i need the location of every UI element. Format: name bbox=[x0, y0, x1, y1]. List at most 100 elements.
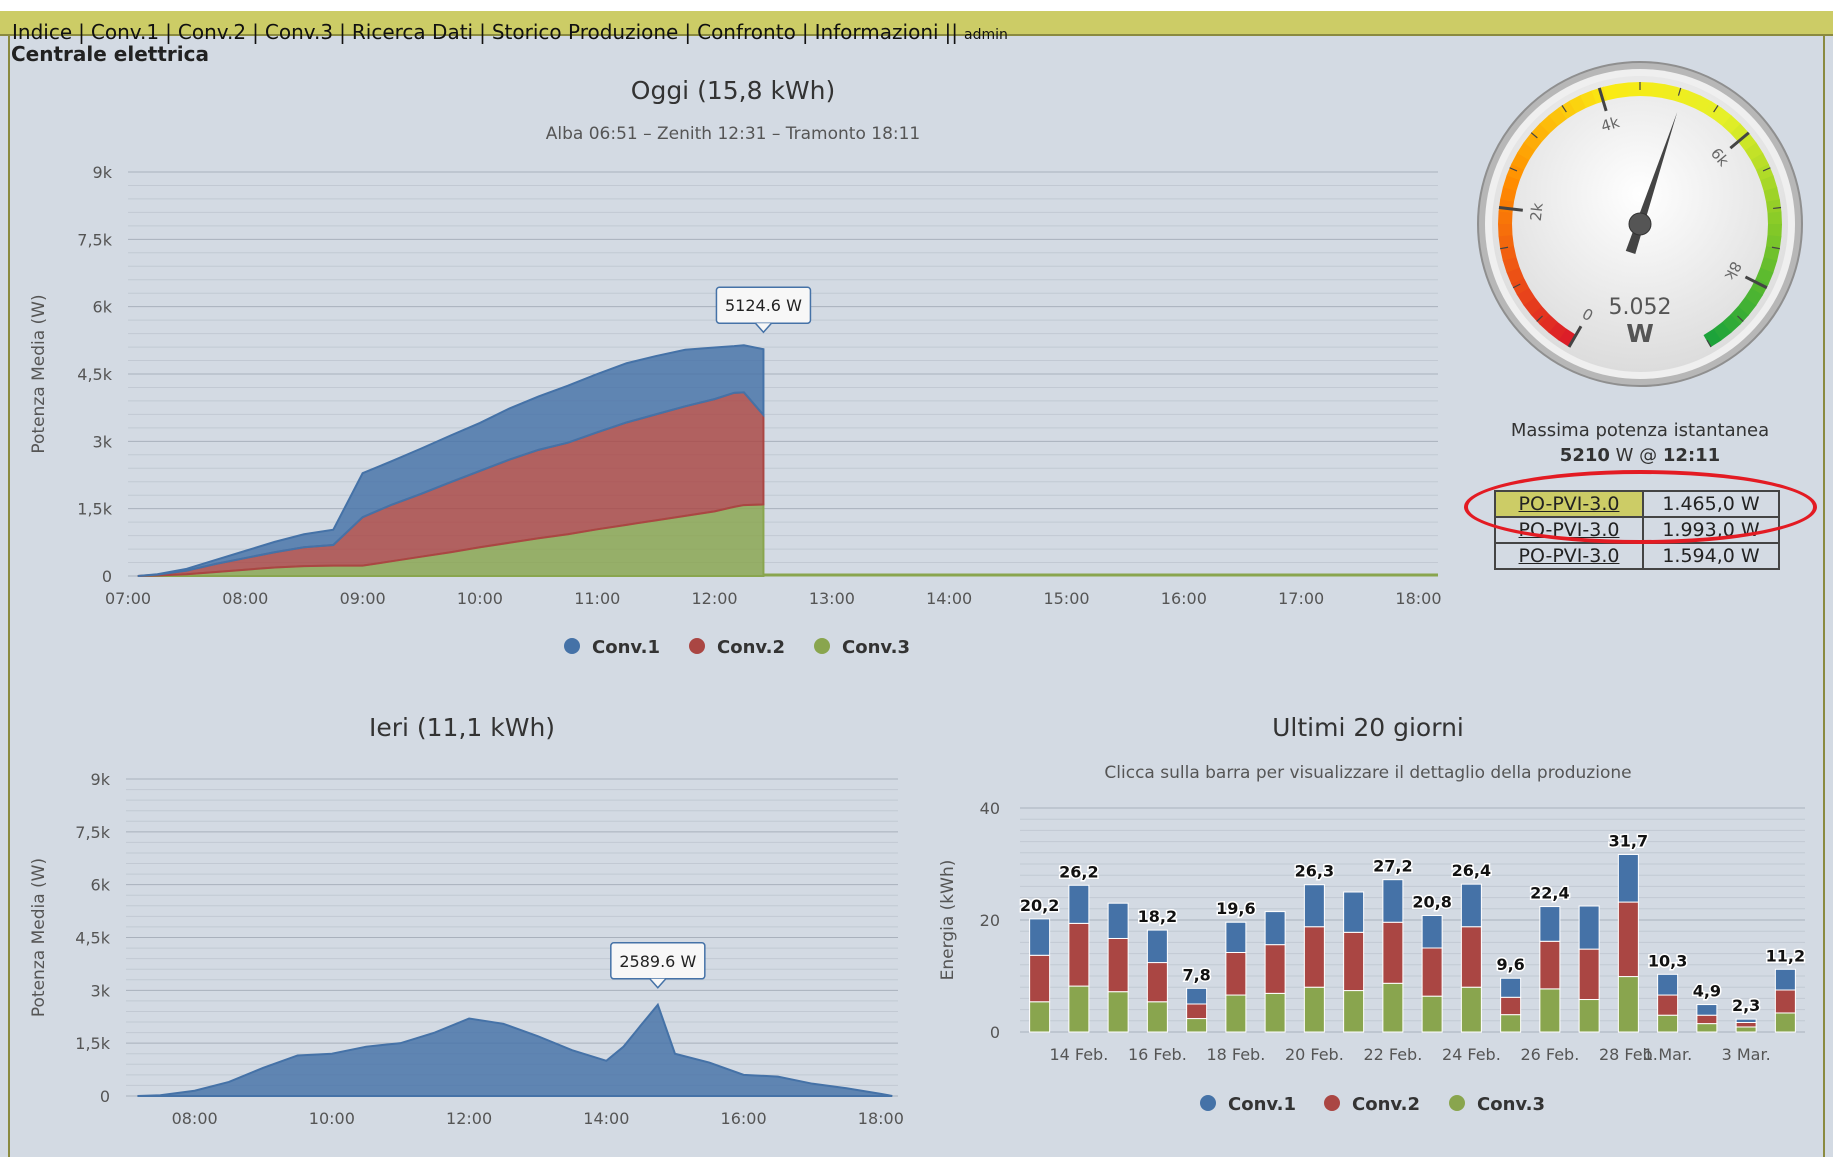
x-tick-label: 18 Feb. bbox=[1206, 1045, 1265, 1064]
bar-conv2 bbox=[1146, 962, 1168, 1003]
tooltip-pointer bbox=[649, 978, 667, 989]
gauge-band-segment bbox=[1662, 84, 1678, 101]
nav-link-informazioni[interactable]: Informazioni bbox=[814, 20, 939, 44]
y-axis-label: Potenza Media (W) bbox=[29, 858, 49, 1017]
y-tick-label: 1,5k bbox=[75, 1034, 110, 1053]
y-tick-label: 3k bbox=[93, 432, 113, 451]
bar-conv3 bbox=[1617, 976, 1639, 1033]
chart-title: Ultimi 20 giorni bbox=[1272, 713, 1464, 742]
nav-link-confronto[interactable]: Confronto bbox=[697, 20, 796, 44]
gauge-band-segment bbox=[1694, 95, 1712, 114]
bar-conv3 bbox=[1696, 1023, 1718, 1033]
gauge-band-segment bbox=[1760, 175, 1778, 192]
y-axis-label: Energia (kWh) bbox=[938, 860, 958, 981]
y-tick-label: 9k bbox=[91, 770, 111, 789]
bar-conv3 bbox=[1578, 999, 1600, 1033]
bar-conv1 bbox=[1578, 905, 1600, 950]
x-tick-label: 1 Mar. bbox=[1643, 1045, 1692, 1064]
gauge-value: 5.052 bbox=[1609, 295, 1672, 320]
bar-conv1 bbox=[1460, 883, 1482, 928]
gauge-minor-tick bbox=[1500, 246, 1509, 250]
gauge-band-segment bbox=[1615, 82, 1630, 98]
nav-link-indice[interactable]: Indice bbox=[12, 20, 73, 44]
x-tick-label: 16:00 bbox=[721, 1109, 767, 1128]
bar-conv1 bbox=[1382, 879, 1404, 923]
bar-conv1 bbox=[1186, 987, 1208, 1005]
gauge-minor-tick bbox=[1737, 315, 1744, 322]
x-tick-label: 17:00 bbox=[1278, 589, 1324, 608]
bar-conv3 bbox=[1107, 991, 1129, 1033]
gauge-band-segment bbox=[1765, 235, 1782, 250]
bar-conv3 bbox=[1343, 990, 1365, 1033]
bar-conv2 bbox=[1186, 1003, 1208, 1020]
bar-conv1 bbox=[1657, 973, 1679, 996]
gauge-minor-tick bbox=[1530, 132, 1538, 139]
legend-label: Conv.1 bbox=[1228, 1094, 1296, 1115]
data-label: 19,6 bbox=[1216, 899, 1255, 918]
gauge-major-tick bbox=[1597, 87, 1608, 112]
x-tick-label: 3 Mar. bbox=[1722, 1045, 1771, 1064]
nav-separator: | bbox=[801, 20, 809, 44]
data-label: 11,2 bbox=[1766, 946, 1805, 965]
area-conv1 bbox=[137, 1002, 893, 1097]
bar-conv2 bbox=[1774, 989, 1796, 1014]
gauge-minor-tick bbox=[1536, 315, 1543, 322]
bar-conv3 bbox=[1657, 1014, 1679, 1033]
chart-subtitle: Clicca sulla barra per visualizzare il d… bbox=[1104, 763, 1631, 783]
bar-conv2 bbox=[1500, 996, 1522, 1016]
y-tick-label: 4,5k bbox=[75, 929, 110, 948]
gauge-minor-tick bbox=[1509, 167, 1518, 172]
bar-conv3 bbox=[1382, 982, 1404, 1033]
nav-link-conv-2[interactable]: Conv.2 bbox=[177, 20, 247, 44]
bar-conv1 bbox=[1500, 977, 1522, 998]
converter-row: PO-PVI-3.0 1.594,0 W bbox=[1494, 542, 1780, 570]
y-tick-label: 0 bbox=[990, 1023, 1000, 1042]
bar-conv1 bbox=[1343, 891, 1365, 933]
gauge-band-segment bbox=[1722, 115, 1741, 134]
nav-separator: | bbox=[684, 20, 692, 44]
y-tick-label: 7,5k bbox=[77, 230, 112, 249]
area-conv1 bbox=[137, 344, 765, 577]
bar-conv2 bbox=[1303, 926, 1325, 988]
bar-conv3 bbox=[1460, 986, 1482, 1033]
converter-link[interactable]: PO-PVI-3.0 bbox=[1494, 542, 1644, 570]
y-tick-label: 20 bbox=[980, 911, 1000, 930]
tooltip-text: 5124.6 W bbox=[725, 296, 802, 315]
nav-separator: | bbox=[78, 20, 85, 44]
nav-link-conv-3[interactable]: Conv.3 bbox=[264, 20, 334, 44]
max-power-unit: W @ bbox=[1615, 445, 1658, 466]
data-label: 7,8 bbox=[1182, 965, 1210, 984]
gauge-band-segment bbox=[1511, 152, 1530, 170]
tooltip-box bbox=[610, 942, 706, 980]
y-tick-label: 6k bbox=[93, 298, 113, 317]
gauge-band-segment bbox=[1531, 123, 1550, 142]
gauge-band-segment bbox=[1673, 86, 1690, 104]
x-tick-label: 08:00 bbox=[172, 1109, 218, 1128]
data-label: 2,3 bbox=[1732, 996, 1760, 1015]
nav-link-ricerca-dati[interactable]: Ricerca Dati bbox=[351, 20, 474, 44]
gauge-band-segment bbox=[1763, 246, 1780, 262]
gauge-band-segment bbox=[1548, 107, 1568, 126]
gauge-band-segment bbox=[1523, 296, 1542, 316]
data-label: 9,6 bbox=[1496, 955, 1524, 974]
gauge-band-segment bbox=[1767, 211, 1782, 225]
bar-conv1 bbox=[1303, 884, 1325, 928]
nav-user: admin bbox=[964, 27, 1008, 43]
gauge-band-segment bbox=[1730, 123, 1750, 143]
max-power-number: 5210 bbox=[1559, 445, 1610, 466]
x-tick-label: 10:00 bbox=[457, 589, 503, 608]
bar-conv2 bbox=[1264, 944, 1286, 994]
y-tick-label: 3k bbox=[91, 981, 111, 1000]
gauge-band-segment bbox=[1651, 82, 1666, 99]
bar-conv3 bbox=[1421, 995, 1443, 1033]
bar-conv1 bbox=[1146, 929, 1168, 964]
nav-link-conv-1[interactable]: Conv.1 bbox=[90, 20, 160, 44]
gauge-band-segment bbox=[1506, 267, 1524, 285]
nav-link-storico-produzione[interactable]: Storico Produzione bbox=[491, 20, 679, 44]
y-tick-label: 0 bbox=[102, 567, 112, 586]
bar-conv3 bbox=[1774, 1012, 1796, 1033]
gauge-minor-tick bbox=[1677, 87, 1682, 96]
gauge-band-segment bbox=[1530, 305, 1550, 325]
bar-conv2 bbox=[1617, 901, 1639, 978]
